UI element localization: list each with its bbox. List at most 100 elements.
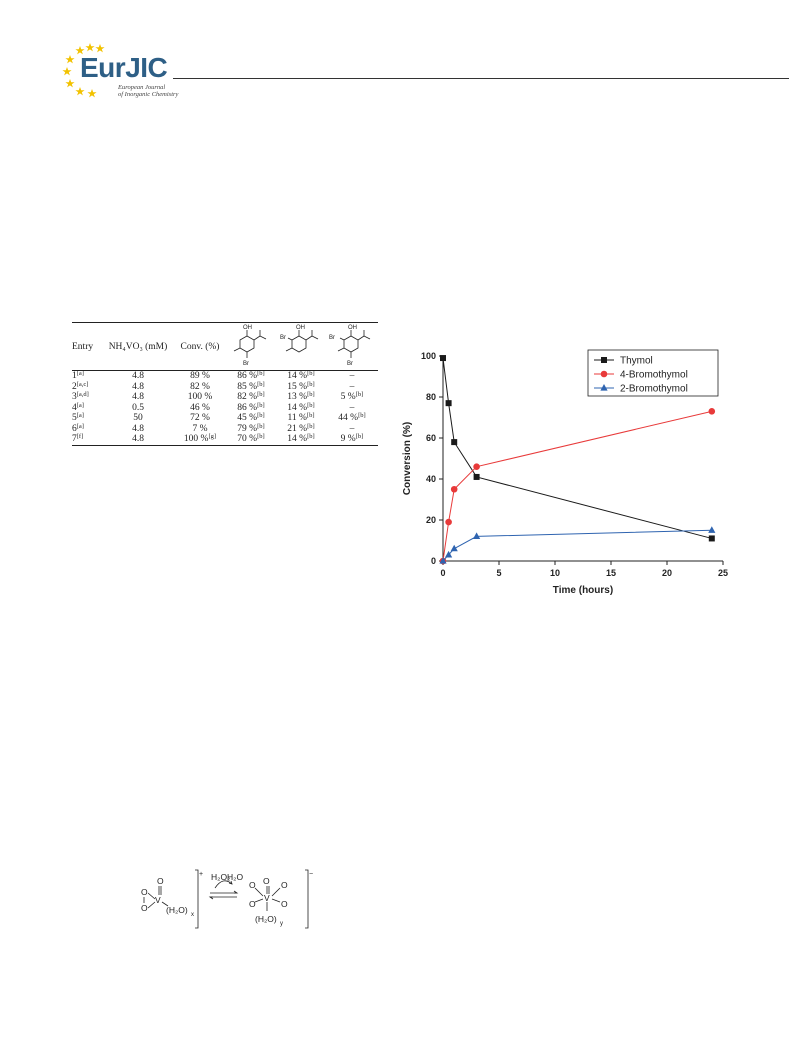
cell-product-4-bromo-footnote: [b] — [257, 412, 265, 419]
conversion-chart-svg: 0 5 10 15 20 25 0 20 40 60 80 100 Time (hours) Conver… — [402, 349, 728, 596]
left-o-lower: O — [141, 903, 148, 913]
y-tick-label: 0 — [431, 556, 436, 566]
x-axis-label: Time (hours) — [553, 585, 613, 596]
series-line-2-bromothymol — [442, 529, 712, 562]
cell-product-dibromo-value: 5 % — [340, 392, 356, 402]
data-point-thymol — [451, 439, 458, 446]
cell-product-2-bromo-value: 14 % — [287, 434, 308, 444]
cell-product-dibromo-footnote: [b] — [358, 412, 366, 419]
left-o-top: O — [157, 876, 164, 886]
left-ligand: (H₂O) — [166, 905, 188, 915]
cell-entry-footnote: [a] — [76, 370, 84, 377]
logo-accent-text: JIC — [125, 52, 168, 83]
cell-product-4-bromo-value: 70 % — [237, 434, 258, 444]
data-point-2-bromothymol — [708, 526, 716, 533]
br-label: Br — [347, 361, 353, 367]
table-row: 3[a,d] 4.8 100 % 82 %[b] 13 %[b] 5 %[b] — [72, 391, 378, 403]
right-o-upper-left: O — [249, 880, 256, 890]
vanadium-peroxo-scheme-diagram: O O O V (H₂O) x — [141, 869, 313, 929]
cell-concentration: 50 — [102, 413, 174, 424]
cell-product-4-bromo-value: 86 % — [237, 371, 258, 381]
legend-label: Thymol — [620, 356, 653, 367]
cell-entry: 3[a,d] — [72, 391, 102, 403]
cell-conversion: 7 % — [174, 424, 226, 435]
cell-product-dibromo: – — [326, 403, 378, 414]
right-ligand-sub: y — [280, 921, 283, 927]
cell-concentration-value: 4.8 — [132, 371, 144, 381]
cell-product-2-bromo: 13 %[b] — [276, 391, 326, 403]
legend-marker-square — [601, 357, 607, 363]
cell-entry: 5[a] — [72, 412, 102, 424]
cell-entry: 6[a] — [72, 422, 102, 435]
cell-concentration-value: 4.8 — [132, 392, 144, 402]
cell-product-dibromo: – — [326, 371, 378, 382]
left-charge: + — [199, 871, 203, 878]
table-row: 6[a] 4.8 7 % 79 %[b] 21 %[b] – — [72, 422, 378, 435]
cell-conversion: 100 % — [174, 392, 226, 403]
cell-product-2-bromo: 21 %[b] — [276, 422, 326, 435]
y-tick-label: 80 — [426, 392, 436, 402]
right-o-lower-left: O — [249, 899, 256, 909]
br-label: Br — [243, 361, 249, 367]
cell-product-dibromo-footnote: [b] — [355, 433, 364, 440]
cell-product-2-bromo-value: 11 % — [287, 413, 307, 423]
cell-entry-footnote: [f] — [76, 433, 84, 440]
cell-concentration-value: 4.8 — [132, 434, 144, 444]
cell-product-2-bromo: 11 %[b] — [276, 412, 326, 424]
cell-conversion-value: 82 % — [190, 381, 210, 392]
logo-subtitle: European Journal of Inorganic Chemistry — [118, 84, 178, 98]
cell-product-2-bromo: 15 %[b] — [276, 380, 326, 393]
cell-product-2-bromo-footnote: [b] — [307, 380, 315, 388]
data-point-4-bromothymol — [708, 408, 716, 415]
col-header-2-bromothymol-structure: OH Br — [276, 323, 326, 371]
legend-label: 4-Bromothymol — [620, 370, 688, 381]
col-header-4-bromothymol-structure: OH Br — [226, 323, 276, 371]
cell-product-2-bromo-footnote: [b] — [307, 422, 315, 430]
cell-concentration: 4.8 — [102, 434, 174, 445]
cell-entry-footnote: [a] — [76, 422, 84, 430]
cell-entry-value: 3 — [72, 392, 77, 402]
cell-entry-value: 4 — [72, 402, 77, 413]
left-ligand-sub: x — [191, 912, 194, 918]
x-tick-label: 25 — [718, 568, 728, 578]
y-axis-label: Conversion (%) — [402, 422, 413, 495]
data-point-2-bromothymol — [473, 532, 481, 539]
cell-product-dibromo: 5 %[b] — [326, 391, 378, 403]
cell-product-2-bromo-value: 13 % — [287, 392, 308, 402]
series-line-4-bromothymol — [442, 410, 712, 562]
cell-concentration: 4.8 — [102, 371, 174, 382]
cell-product-4-bromo-value: 85 % — [237, 381, 258, 392]
table-header-row: Entry NH₄VO₃ (mM) Conv. (%) — [72, 322, 378, 371]
cell-conversion: 89 % — [174, 371, 226, 382]
cell-product-2-bromo-value: 15 % — [287, 381, 308, 392]
cell-product-4-bromo-footnote: [b] — [257, 380, 265, 388]
cell-entry-value: 5 — [72, 413, 77, 423]
logo-subtitle-line2: of Inorganic Chemistry — [118, 91, 179, 98]
data-point-2-bromothymol — [450, 544, 458, 552]
cell-entry-value: 7 — [72, 434, 77, 444]
br-label: Br — [329, 335, 335, 341]
x-tick-label: 5 — [496, 568, 501, 578]
table-row: 2[a,c] 4.8 82 % 85 %[b] 15 %[b] – — [72, 380, 378, 393]
br-label: Br — [280, 335, 286, 341]
cell-entry-footnote: [a,c] — [76, 380, 89, 388]
cell-concentration: 4.8 — [102, 424, 174, 435]
cell-entry-footnote: [a,d] — [76, 391, 89, 398]
legend-marker-triangle — [600, 384, 608, 391]
cell-product-4-bromo-footnote: [b] — [257, 401, 265, 409]
cell-product-4-bromo-footnote: [b] — [257, 391, 265, 398]
header-rule — [173, 78, 789, 79]
data-point-2-bromothymol — [445, 550, 453, 558]
cell-product-dibromo-value: – — [349, 402, 355, 413]
cell-conversion: 46 % — [174, 403, 226, 414]
y-tick-label: 20 — [426, 515, 436, 525]
cell-product-2-bromo-footnote: [b] — [307, 433, 315, 440]
eu-stars-logo-icon — [62, 43, 105, 98]
y-tick-label: 40 — [426, 474, 436, 484]
cell-product-2-bromo-value: 14 % — [287, 402, 308, 413]
x-tick-label: 15 — [606, 568, 616, 578]
cell-product-dibromo-value: – — [349, 371, 355, 381]
cell-product-2-bromo: 14 %[b] — [276, 370, 326, 382]
cell-entry-value: 6 — [72, 423, 77, 434]
x-tick-label: 0 — [440, 568, 445, 578]
